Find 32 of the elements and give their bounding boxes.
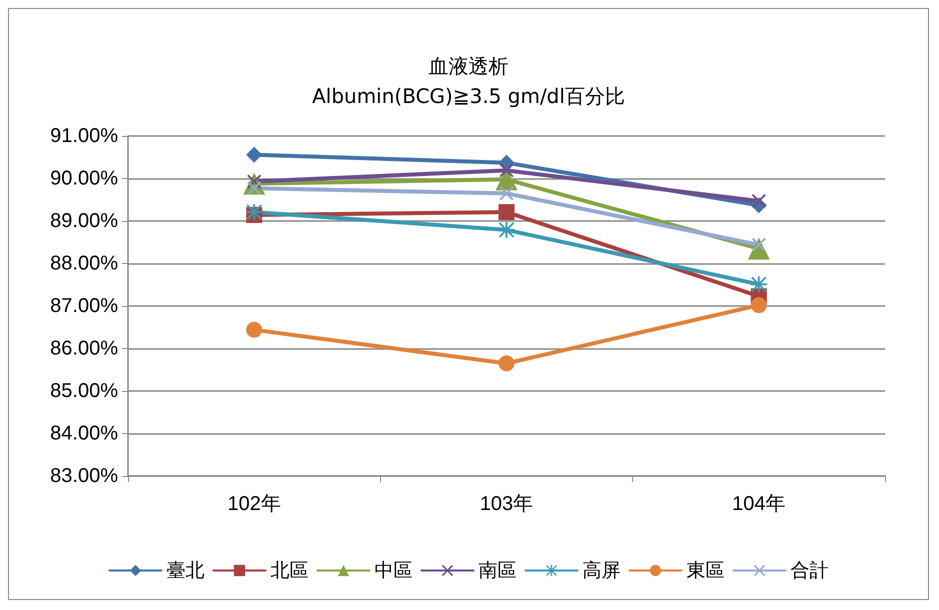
x-tick-label: 102年	[227, 493, 281, 515]
legend-label: 高屏	[582, 560, 620, 582]
y-tick-label: 84.00%	[50, 422, 118, 444]
point	[246, 146, 262, 163]
y-tick-label: 91.00%	[50, 125, 118, 147]
point	[500, 186, 514, 200]
legend-label: 合計	[790, 560, 828, 582]
y-tick-label: 89.00%	[50, 210, 118, 232]
x-tick-label: 103年	[480, 493, 534, 515]
point	[750, 276, 767, 292]
y-tick-label: 90.00%	[50, 168, 118, 190]
y-tick-label: 87.00%	[50, 295, 118, 317]
y-tick-label: 88.00%	[50, 252, 118, 274]
legend-label: 臺北	[166, 560, 204, 582]
point	[246, 204, 262, 220]
chart-title: 血液透析	[428, 54, 508, 78]
chart-subtitle: Albumin(BCG)≧3.5 gm/dl百分比	[312, 84, 625, 108]
point	[498, 222, 514, 238]
point	[498, 204, 514, 220]
point	[500, 163, 514, 178]
legend-label: 北區	[270, 560, 308, 582]
legend-label: 東區	[686, 560, 724, 582]
y-tick-label: 85.00%	[50, 380, 118, 402]
point	[752, 194, 766, 208]
point	[750, 297, 767, 314]
point	[246, 322, 262, 338]
legend-label: 南區	[478, 560, 516, 582]
y-tick-label: 83.00%	[50, 465, 118, 487]
x-tick-label: 104年	[732, 493, 786, 515]
legend-label: 中區	[374, 560, 412, 582]
point	[498, 355, 514, 372]
y-tick-label: 86.00%	[50, 338, 118, 360]
